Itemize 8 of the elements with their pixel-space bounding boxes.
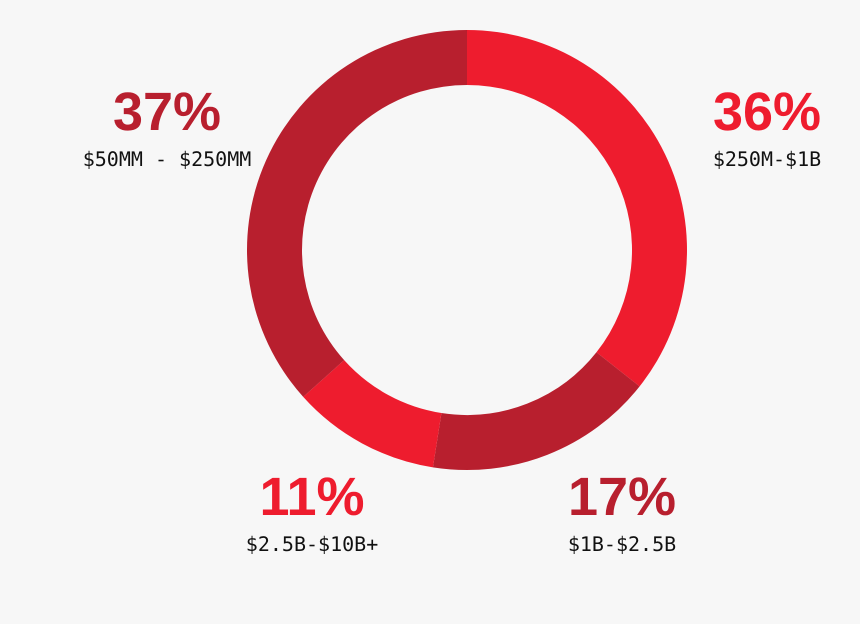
slice-label: $50MM - $250MM — [82, 147, 252, 171]
slice-label: $250M-$1B — [712, 147, 822, 171]
data-label: 36% — [712, 82, 822, 142]
slice-label: $2.5B-$10B+ — [246, 532, 378, 556]
data-label: 17% — [568, 467, 676, 527]
data-label: 11% — [259, 467, 365, 527]
slice-label: $1B-$2.5B — [568, 532, 676, 556]
data-label: 37% — [112, 82, 222, 142]
